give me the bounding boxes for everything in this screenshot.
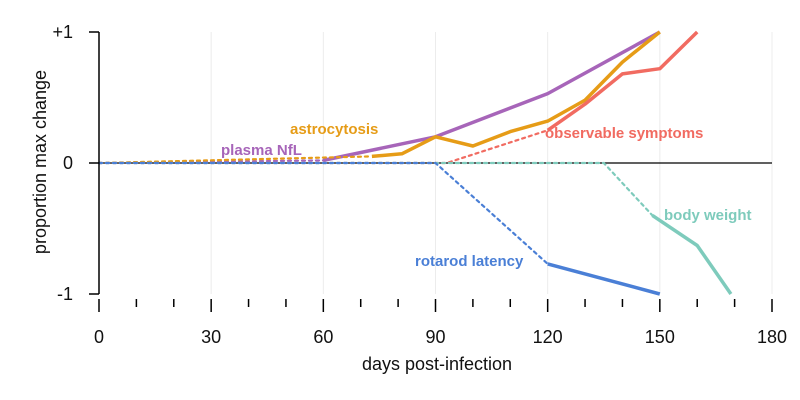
x-tick-label: 150 [645, 327, 675, 347]
x-tick-label: 0 [94, 327, 104, 347]
x-axis: 0 30 60 90 120 150 180 [94, 299, 787, 347]
series-dotted-rotarod-latency [97, 161, 549, 265]
y-tick-label: +1 [52, 22, 73, 42]
series-dotted-astrocytosis [97, 155, 373, 165]
series-labels: plasma NfL astrocytosis observable sympt… [221, 121, 752, 270]
series-line-observable-symptoms [546, 30, 699, 132]
x-tick-label: 30 [201, 327, 221, 347]
series-line-plasma-nfl [322, 30, 661, 163]
series-lines [97, 30, 733, 296]
y-axis-title: proportion max change [30, 70, 50, 254]
series-label-astrocytosis: astrocytosis [290, 121, 378, 138]
series-label-body-weight: body weight [664, 207, 752, 224]
x-tick-label: 90 [425, 327, 445, 347]
y-tick-label: 0 [63, 153, 73, 173]
y-tick-label: -1 [57, 284, 73, 304]
series-label-plasma-nfl: plasma NfL [221, 142, 302, 159]
series-label-observable-symptoms: observable symptoms [545, 125, 703, 142]
y-axis: +1 0 -1 [52, 22, 100, 304]
x-tick-label: 120 [533, 327, 563, 347]
x-tick-label: 60 [313, 327, 333, 347]
x-axis-title: days post-infection [362, 354, 512, 374]
x-tick-label: 180 [757, 327, 787, 347]
series-label-rotarod-latency: rotarod latency [415, 253, 524, 270]
series-dotted-body-weight [97, 161, 654, 217]
series-line-rotarod-latency [547, 262, 661, 296]
series-line-astrocytosis [371, 30, 661, 159]
series-line-body-weight [651, 213, 733, 295]
